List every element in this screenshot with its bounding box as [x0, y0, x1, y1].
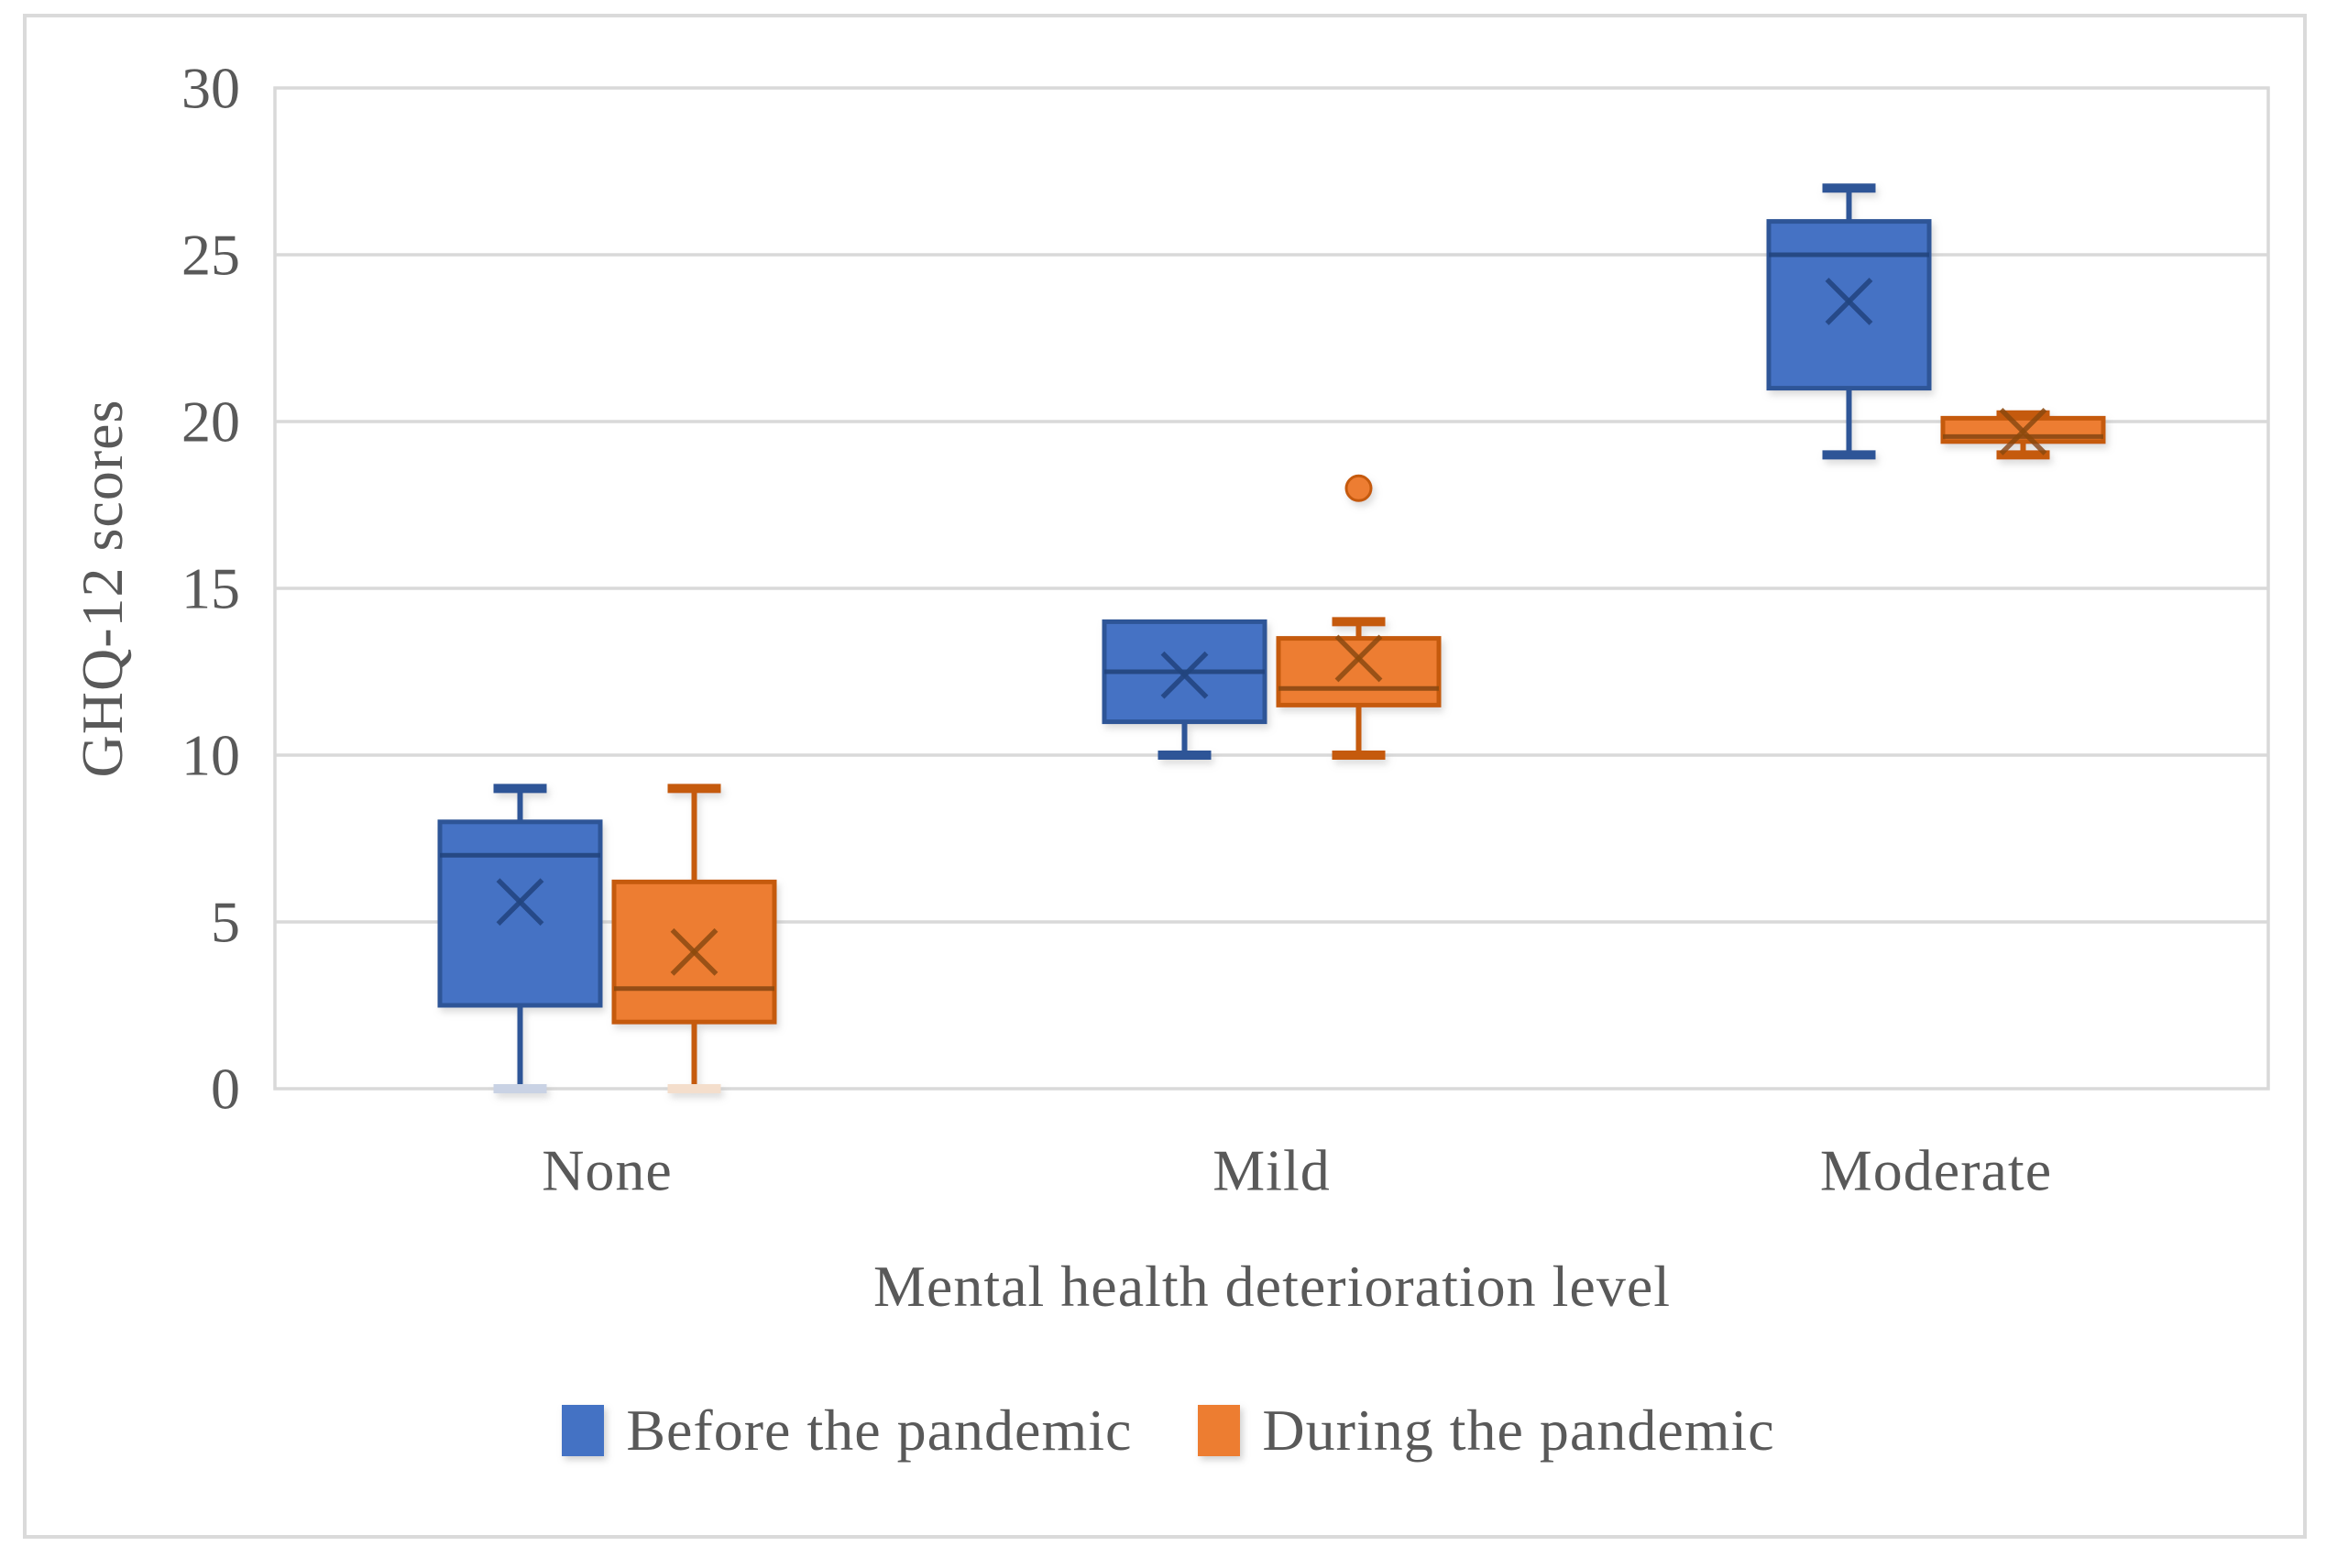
mean-marker-icon-during-mild [1334, 634, 1383, 683]
series-before [437, 183, 1932, 1093]
legend-swatch-before-icon [562, 1405, 605, 1456]
legend-swatch-during-icon [1198, 1405, 1241, 1456]
plot-area-frame [273, 86, 2270, 1091]
mean-marker-icon-during-moderate [1999, 407, 2047, 455]
y-tick-label-10: 10 [181, 723, 240, 788]
y-tick-label-25: 25 [181, 223, 240, 288]
mean-marker-icon-before-none [496, 878, 544, 927]
y-tick-label-0: 0 [211, 1057, 240, 1122]
box-during-mild [1276, 636, 1442, 707]
legend: Before the pandemic During the pandemic [0, 1389, 2337, 1472]
x-category-label-moderate: Moderate [1820, 1138, 2052, 1203]
mean-marker-icon-before-mild [1160, 651, 1209, 699]
outlier-point-during-mild-0 [1344, 474, 1373, 502]
legend-label-during: During the pandemic [1262, 1398, 1775, 1463]
legend-item-before: Before the pandemic [562, 1397, 1132, 1464]
mean-marker-icon-during-none [670, 927, 719, 976]
y-tick-label-15: 15 [181, 556, 240, 621]
y-tick-label-5: 5 [211, 890, 240, 955]
y-tick-label-30: 30 [181, 56, 240, 121]
x-category-label-none: None [542, 1138, 673, 1203]
y-tick-label-20: 20 [181, 389, 240, 455]
mean-marker-icon-before-moderate [1825, 278, 1873, 325]
legend-label-before: Before the pandemic [626, 1398, 1133, 1463]
x-axis-title: Mental health deterioration level [873, 1254, 1671, 1319]
figure-border [23, 14, 2307, 1539]
series-during [611, 407, 2106, 1093]
legend-item-during: During the pandemic [1198, 1397, 1774, 1464]
y-axis-title: GHQ-12 scores [70, 399, 135, 778]
x-category-label-mild: Mild [1212, 1138, 1330, 1203]
box-before-none [437, 819, 603, 1008]
